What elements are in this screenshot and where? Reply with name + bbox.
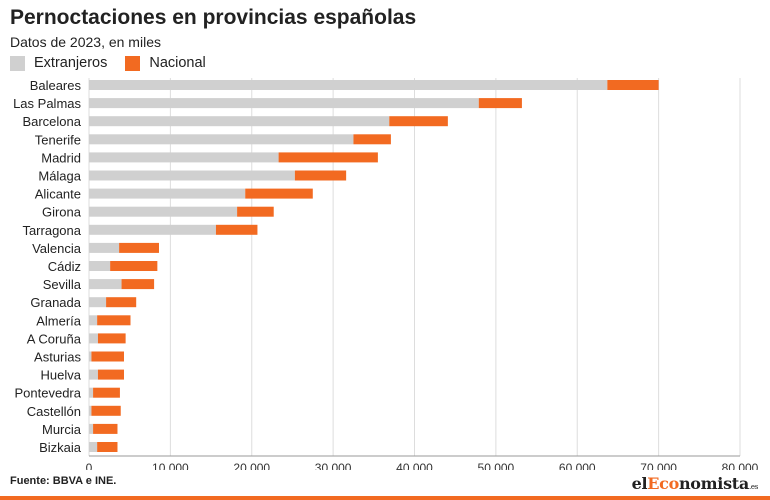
category-label: Huelva	[41, 368, 82, 383]
bar-extranjeros	[89, 351, 92, 362]
legend: Extranjeros Nacional	[10, 55, 224, 71]
category-label: Girona	[42, 205, 82, 220]
brand-logo-suffix: .es	[748, 483, 758, 491]
category-label: Málaga	[38, 169, 81, 184]
brand-logo-accent: Eco	[647, 474, 679, 493]
bar-nacional	[106, 297, 137, 308]
bar-extranjeros	[89, 387, 94, 398]
footer-accent-bar	[0, 496, 770, 500]
stacked-bar-chart: 0 10.000 20.000 30.000 40.000 50.000 60.000 70.…	[13, 78, 759, 470]
bar-nacional	[245, 188, 313, 199]
x-tick-label: 80.000	[722, 461, 759, 470]
bar-nacional	[121, 279, 155, 290]
bar-extranjeros	[89, 297, 107, 308]
legend-item-nacional: Nacional	[125, 55, 206, 71]
bar-nacional	[97, 369, 124, 380]
bar-nacional	[278, 152, 378, 163]
legend-label-extranjeros: Extranjeros	[34, 55, 108, 71]
bar-extranjeros	[89, 188, 246, 199]
legend-label-nacional: Nacional	[149, 55, 206, 71]
bar-nacional	[91, 405, 121, 416]
category-label: Las Palmas	[13, 96, 81, 111]
bar-extranjeros	[89, 423, 94, 434]
bar-nacional	[215, 224, 258, 235]
category-label: Murcia	[42, 422, 82, 437]
bar-extranjeros	[89, 152, 279, 163]
bar-nacional	[237, 206, 274, 217]
category-label: Tarragona	[22, 223, 81, 238]
bar-extranjeros	[89, 261, 111, 271]
legend-item-extranjeros: Extranjeros	[10, 55, 107, 71]
bar-nacional	[119, 242, 159, 253]
bar-extranjeros	[89, 279, 122, 290]
bar-extranjeros	[89, 98, 479, 109]
category-label: Granada	[30, 295, 81, 310]
bar-nacional	[389, 116, 448, 127]
brand-logo-prefix: el	[631, 474, 648, 493]
bar-extranjeros	[89, 242, 120, 253]
legend-swatch-nacional	[125, 55, 141, 71]
bar-extranjeros	[89, 116, 390, 127]
category-label: Baleares	[30, 78, 82, 93]
bar-nacional	[97, 315, 131, 326]
brand-logo-rest: nomista	[678, 474, 749, 493]
bar-extranjeros	[89, 315, 98, 326]
bar-nacional	[294, 170, 347, 181]
bar-extranjeros	[89, 80, 608, 90]
category-label: Almería	[36, 313, 82, 328]
bar-nacional	[93, 423, 118, 434]
bar-extranjeros	[89, 134, 354, 145]
x-tick-label: 20.000	[233, 461, 270, 470]
legend-swatch-extranjeros	[10, 55, 25, 71]
category-label: Madrid	[41, 150, 81, 165]
bar-extranjeros	[89, 224, 216, 235]
category-label: Tenerife	[35, 132, 81, 147]
bar-extranjeros	[89, 369, 98, 380]
chart-title: Pernoctaciones en provincias españolas	[10, 6, 417, 29]
category-label: Asturias	[34, 350, 81, 365]
bar-nacional	[97, 333, 126, 344]
bar-extranjeros	[89, 442, 98, 452]
bar-nacional	[353, 134, 391, 145]
x-tick-label: 40.000	[396, 461, 433, 470]
x-tick-label: 50.000	[478, 461, 515, 470]
x-tick-label: 30.000	[315, 461, 352, 470]
category-label: Pontevedra	[15, 386, 82, 401]
source-note: Fuente: BBVA e INE.	[10, 475, 117, 487]
category-label: Sevilla	[43, 277, 82, 292]
bar-extranjeros	[89, 206, 238, 217]
x-tick-label: 60.000	[559, 461, 596, 470]
category-label: Castellón	[27, 404, 81, 419]
bar-nacional	[93, 387, 120, 398]
bar-extranjeros	[89, 170, 295, 181]
bar-extranjeros	[89, 405, 92, 416]
bar-nacional	[607, 80, 659, 90]
category-label: Bizkaia	[39, 440, 82, 455]
x-tick-label: 0	[86, 461, 93, 470]
category-label: Alicante	[35, 187, 81, 202]
bar-nacional	[478, 98, 522, 109]
bar-extranjeros	[89, 333, 98, 344]
category-label: Valencia	[32, 241, 82, 256]
category-label: A Coruña	[27, 331, 82, 346]
brand-logo: elEconomista.es	[631, 474, 759, 493]
chart-subtitle: Datos de 2023, en miles	[10, 34, 161, 50]
x-tick-label: 10.000	[152, 461, 189, 470]
category-label: Cádiz	[48, 259, 81, 274]
x-tick-label: 70.000	[640, 461, 677, 470]
bar-nacional	[97, 442, 118, 452]
bar-nacional	[91, 351, 124, 362]
category-label: Barcelona	[22, 114, 81, 129]
bar-nacional	[110, 261, 158, 271]
